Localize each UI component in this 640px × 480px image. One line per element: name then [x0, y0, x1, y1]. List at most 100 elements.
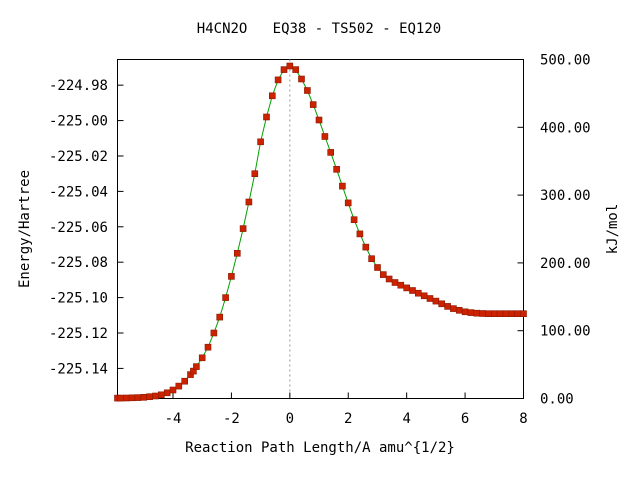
y-tick-label: -224.98	[49, 78, 108, 94]
data-point	[123, 394, 130, 402]
x-tick-label: 0	[286, 411, 294, 427]
data-point	[496, 310, 504, 318]
x-axis-label: Reaction Path Length/A amu^{1/2}	[185, 440, 455, 456]
data-point	[175, 382, 183, 390]
data-point	[146, 393, 153, 401]
data-point	[204, 343, 212, 351]
data-point	[514, 310, 522, 318]
data-point	[169, 386, 177, 394]
y2-tick-label: 400.00	[540, 120, 591, 136]
data-point	[257, 138, 264, 146]
data-point	[268, 92, 276, 100]
data-point	[216, 313, 223, 321]
data-point	[520, 310, 527, 318]
data-point	[490, 310, 498, 318]
data-point	[385, 275, 393, 283]
data-point	[128, 394, 136, 402]
x-tick-label: -4	[165, 411, 182, 427]
data-point	[210, 329, 218, 337]
plot-frame	[117, 59, 524, 399]
x-tick-label: 8	[519, 411, 527, 427]
data-point	[298, 75, 305, 83]
data-point	[321, 133, 329, 140]
y-tick-label: -225.02	[49, 149, 108, 165]
energy-series-points	[114, 62, 527, 402]
data-point	[368, 255, 375, 262]
data-point	[163, 389, 171, 397]
data-point	[467, 309, 475, 316]
data-point	[327, 149, 335, 156]
y2-tick-label: 100.00	[540, 324, 591, 340]
data-point	[502, 310, 510, 318]
data-point	[339, 182, 346, 190]
x-tick-labels: -4 -2 0 2 4 6 8	[165, 411, 528, 427]
data-point	[455, 306, 463, 314]
data-point	[304, 87, 311, 94]
y-tick-labels: -224.98 -225.00 -225.02 -225.04 -225.06 -225.…	[49, 78, 108, 377]
y-tick-label: -225.08	[49, 255, 108, 271]
data-point	[432, 297, 440, 305]
data-point	[374, 264, 381, 271]
y2-tick-labels: 500.00 400.00 300.00 200.00 100.00 0.00	[540, 53, 591, 408]
data-point	[379, 271, 387, 278]
y2-tick-label: 0.00	[540, 392, 574, 408]
y-tick-label: -225.10	[49, 291, 108, 307]
data-point	[420, 292, 428, 300]
data-point	[234, 250, 241, 257]
data-point	[438, 300, 446, 308]
x-tick-label: 2	[344, 411, 352, 427]
y-tick-label: -225.12	[49, 326, 108, 342]
data-point	[245, 198, 253, 206]
data-point	[286, 62, 294, 70]
x-tick-label: 6	[461, 411, 469, 427]
data-point	[140, 393, 148, 401]
y2-tick-label: 300.00	[540, 188, 591, 204]
data-point	[181, 377, 188, 385]
data-point	[426, 295, 434, 302]
data-point	[251, 170, 259, 177]
data-point	[397, 281, 405, 289]
data-point	[228, 273, 235, 280]
data-point	[414, 289, 422, 297]
y2-tick-label: 200.00	[540, 256, 591, 272]
y-tick-marks	[117, 84, 124, 369]
data-point	[239, 225, 247, 232]
data-point	[333, 166, 340, 173]
data-point	[362, 243, 370, 251]
x-tick-marks	[172, 392, 524, 399]
data-point	[450, 305, 457, 312]
y2-axis-label: kJ/mol	[605, 204, 621, 255]
data-point	[134, 394, 142, 401]
data-point	[403, 284, 411, 292]
energy-series-line	[117, 65, 524, 399]
data-point	[356, 230, 364, 238]
data-point	[274, 76, 282, 84]
data-point	[280, 66, 288, 73]
y-tick-label: -225.00	[49, 114, 108, 130]
y-tick-label: -225.06	[49, 220, 108, 236]
data-point	[344, 199, 352, 207]
data-point	[444, 303, 451, 310]
data-point	[315, 116, 323, 124]
y-axis-label: Energy/Hartree	[17, 170, 33, 288]
data-point	[461, 308, 469, 316]
data-point	[263, 113, 270, 121]
data-point	[479, 310, 486, 317]
data-point	[409, 287, 416, 294]
y2-tick-marks	[517, 59, 524, 399]
data-point	[292, 66, 300, 73]
y2-tick-label: 500.00	[540, 53, 591, 69]
data-point	[193, 363, 200, 370]
data-point	[152, 392, 159, 400]
data-point	[391, 279, 399, 286]
data-point	[117, 394, 124, 402]
chart-title: H4CN2O EQ38 - TS502 - EQ120	[197, 21, 441, 37]
data-point	[309, 101, 317, 108]
data-point	[473, 309, 481, 317]
y-tick-label: -225.04	[49, 184, 108, 200]
y-tick-label: -225.14	[49, 361, 108, 377]
data-point	[222, 294, 229, 301]
data-point	[158, 391, 165, 399]
data-point	[198, 354, 206, 362]
